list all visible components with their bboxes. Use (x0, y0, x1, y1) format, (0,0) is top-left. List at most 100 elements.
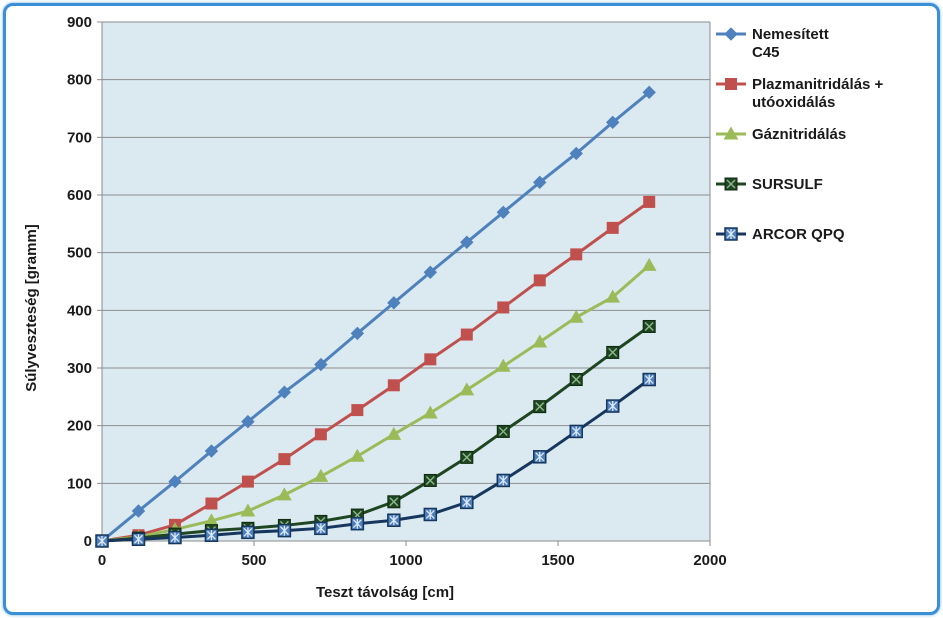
legend-item-3: Gáznitridálás (716, 126, 846, 143)
marker-star (425, 509, 435, 520)
legend-label: ARCOR QPQ (752, 226, 845, 243)
series-2 (96, 195, 656, 547)
data-point (605, 289, 621, 303)
data-point (423, 473, 437, 487)
data-point (314, 428, 327, 441)
plot-area (102, 22, 710, 541)
data-point (459, 382, 475, 396)
data-point (496, 205, 510, 220)
x-axis-title: Teszt távolság [cm] (316, 584, 454, 601)
data-point (387, 379, 400, 392)
data-point (350, 516, 365, 531)
y-tick-label: 800 (67, 72, 92, 89)
data-point (606, 345, 620, 359)
data-point (313, 468, 329, 482)
marker-star (243, 527, 253, 538)
data-point (424, 353, 437, 366)
y-tick-label: 600 (67, 187, 92, 204)
data-point (423, 265, 438, 279)
y-tick-label: 900 (67, 14, 92, 31)
data-point (569, 146, 583, 161)
data-point (533, 450, 547, 464)
y-tick-label: 200 (67, 418, 92, 435)
data-point (387, 513, 401, 527)
series-line (101, 200, 651, 543)
y-axis-title: Súlyveszteség [gramm] (23, 224, 40, 392)
data-point (606, 115, 620, 130)
y-tick-label: 500 (67, 245, 92, 262)
data-point (423, 507, 438, 522)
marker-star (644, 374, 654, 385)
data-point (568, 309, 584, 323)
x-tick-label: 0 (98, 552, 106, 569)
data-point (569, 373, 583, 387)
marker-cross (425, 475, 435, 485)
marker-cross (571, 375, 581, 385)
data-point (496, 473, 511, 488)
legend-label: Plazmanitridálás + (752, 76, 884, 93)
data-point (241, 525, 255, 540)
series-1 (95, 85, 656, 548)
x-tick-label: 1500 (541, 552, 574, 569)
data-point (422, 405, 438, 419)
data-point (204, 528, 219, 542)
data-point (241, 414, 255, 429)
marker-star (498, 475, 508, 486)
data-point (277, 523, 292, 538)
data-point (350, 326, 365, 341)
y-tick-label: 400 (67, 302, 92, 319)
data-point (205, 497, 218, 510)
data-point (569, 424, 583, 439)
data-point (387, 296, 401, 310)
legend-marker (724, 227, 738, 241)
data-point (278, 453, 291, 466)
marker-cross (726, 179, 736, 189)
legend-marker (725, 78, 737, 90)
marker-star (389, 515, 399, 526)
data-point (533, 400, 547, 414)
data-point (460, 495, 474, 510)
legend-item-4: SURSULF (716, 176, 823, 193)
legend-label: Nemesített (752, 26, 829, 43)
data-point (642, 319, 656, 333)
data-point (460, 450, 474, 464)
data-point (350, 448, 365, 462)
series-3 (94, 257, 657, 547)
data-point (606, 221, 619, 234)
data-point (314, 357, 328, 372)
data-point (131, 532, 146, 547)
x-tick-label: 500 (241, 552, 266, 569)
legend-marker (724, 177, 738, 191)
data-point (277, 385, 292, 399)
marker-star (97, 536, 107, 546)
legend-marker (724, 27, 738, 41)
data-point (642, 85, 656, 100)
data-point (386, 426, 402, 440)
data-point (497, 301, 510, 314)
gridlines (102, 21, 710, 484)
marker-star (535, 451, 545, 462)
data-point (240, 503, 256, 517)
series-line (101, 91, 651, 543)
data-point (495, 358, 511, 372)
data-point (496, 424, 510, 438)
y-tick-label: 700 (67, 129, 92, 146)
marker-cross (462, 452, 472, 462)
data-point (204, 444, 219, 458)
data-point (643, 195, 656, 208)
legend-label: SURSULF (752, 176, 823, 193)
marker-cross (644, 321, 654, 331)
marker-star (134, 534, 143, 545)
marker-cross (535, 402, 545, 412)
data-point (241, 475, 254, 488)
data-point (533, 274, 546, 287)
y-tick-label: 100 (67, 475, 92, 492)
legend-item-2: Plazmanitridálás +utóoxidálás (716, 76, 884, 111)
series-5 (95, 372, 656, 548)
data-point (641, 257, 657, 271)
marker-star (170, 532, 180, 543)
series-layer (94, 85, 657, 548)
marker-star (571, 426, 581, 437)
